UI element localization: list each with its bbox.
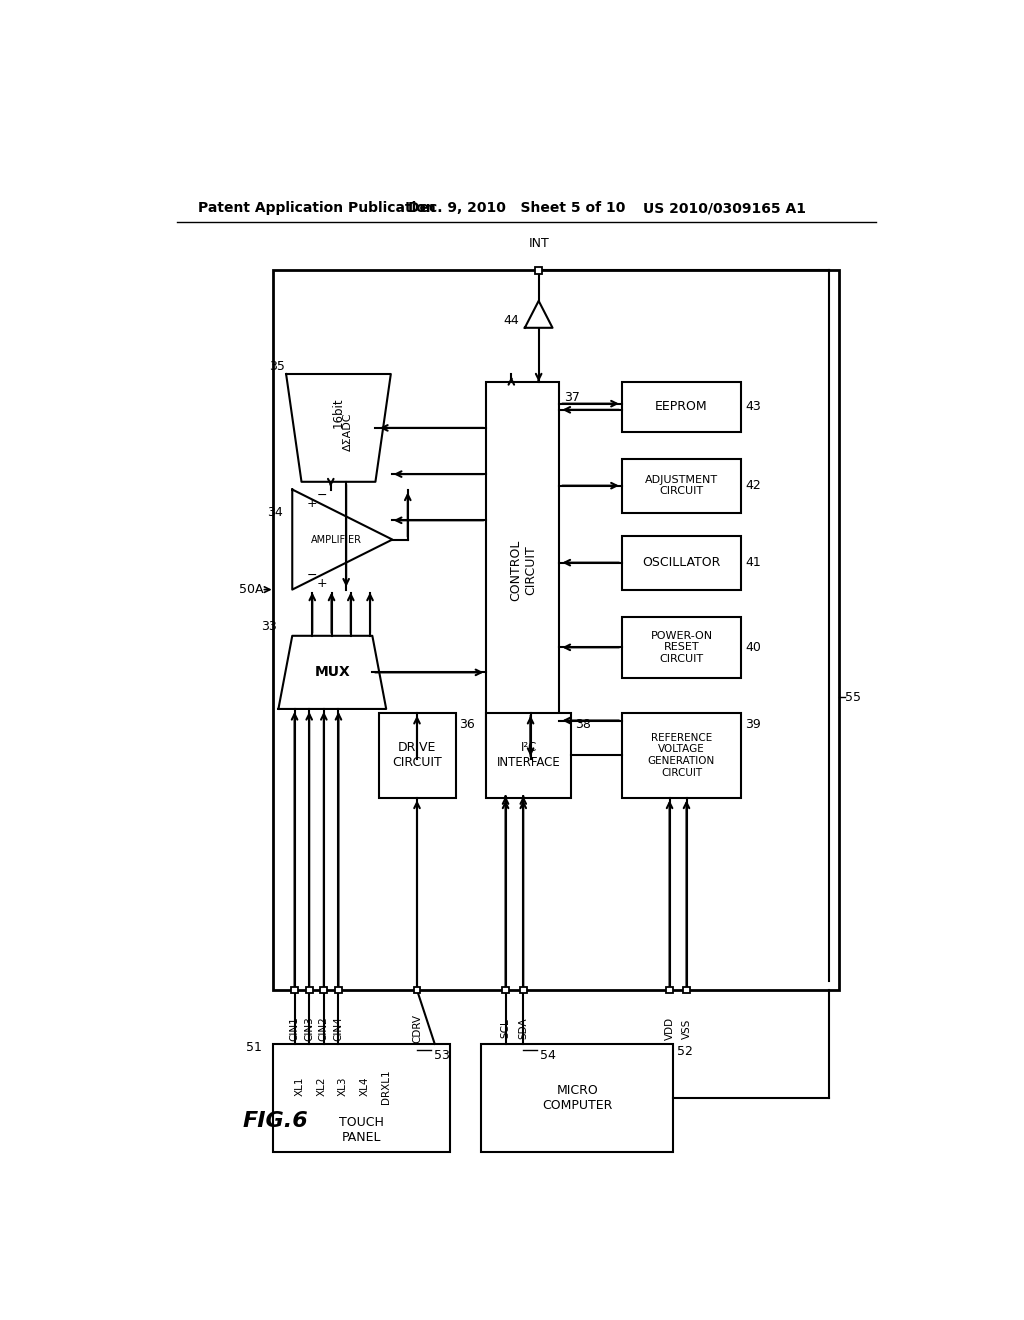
Text: CIN1: CIN1 xyxy=(290,1016,300,1041)
Text: 53: 53 xyxy=(434,1049,450,1063)
Text: 52: 52 xyxy=(677,1045,693,1059)
Polygon shape xyxy=(292,490,392,590)
Text: 34: 34 xyxy=(267,506,283,519)
Text: AMPLIFIER: AMPLIFIER xyxy=(311,535,362,545)
Bar xyxy=(502,986,509,994)
Bar xyxy=(379,713,456,797)
Text: MICRO
COMPUTER: MICRO COMPUTER xyxy=(542,1084,612,1111)
Text: 44: 44 xyxy=(504,314,519,326)
Text: Dec. 9, 2010   Sheet 5 of 10: Dec. 9, 2010 Sheet 5 of 10 xyxy=(408,202,625,215)
Text: VDD: VDD xyxy=(665,1016,675,1040)
Text: 16bit: 16bit xyxy=(332,397,345,428)
Polygon shape xyxy=(279,636,386,709)
Text: I²C
INTERFACE: I²C INTERFACE xyxy=(497,741,560,770)
Text: DRXL1: DRXL1 xyxy=(381,1069,391,1104)
Text: 41: 41 xyxy=(745,556,761,569)
Bar xyxy=(486,381,559,759)
Text: 40: 40 xyxy=(745,640,761,653)
Text: DRIVE
CIRCUIT: DRIVE CIRCUIT xyxy=(392,741,442,770)
Text: TOUCH
PANEL: TOUCH PANEL xyxy=(339,1117,384,1144)
Text: 51: 51 xyxy=(246,1041,261,1055)
Text: XL4: XL4 xyxy=(359,1077,370,1096)
Text: SDA: SDA xyxy=(518,1018,528,1039)
Text: 33: 33 xyxy=(261,620,278,634)
Polygon shape xyxy=(286,374,391,482)
Text: CIN2: CIN2 xyxy=(318,1016,329,1041)
Text: CONTROL
CIRCUIT: CONTROL CIRCUIT xyxy=(509,540,537,601)
Text: POWER-ON
RESET
CIRCUIT: POWER-ON RESET CIRCUIT xyxy=(650,631,713,664)
Text: 38: 38 xyxy=(574,718,591,731)
Text: XL2: XL2 xyxy=(316,1077,327,1096)
Bar xyxy=(520,986,526,994)
Text: 55: 55 xyxy=(845,690,861,704)
Text: −: − xyxy=(306,569,316,582)
Bar xyxy=(273,1044,451,1151)
Text: +: + xyxy=(306,496,316,510)
Text: −: − xyxy=(316,490,327,502)
Text: ΔΣADC: ΔΣADC xyxy=(343,412,352,451)
Text: 35: 35 xyxy=(268,360,285,372)
Text: 42: 42 xyxy=(745,479,761,492)
Text: CIN3: CIN3 xyxy=(304,1016,314,1041)
Text: US 2010/0309165 A1: US 2010/0309165 A1 xyxy=(643,202,806,215)
Text: 54: 54 xyxy=(541,1049,556,1063)
Text: 39: 39 xyxy=(745,718,761,731)
Bar xyxy=(622,459,741,512)
Bar xyxy=(335,986,342,994)
Text: VSS: VSS xyxy=(682,1018,691,1039)
Text: REFERENCE
VOLTAGE
GENERATION
CIRCUIT: REFERENCE VOLTAGE GENERATION CIRCUIT xyxy=(648,733,715,777)
Text: MUX: MUX xyxy=(314,665,350,680)
Bar xyxy=(273,271,839,990)
Text: INT: INT xyxy=(528,236,549,249)
Text: FIG.6: FIG.6 xyxy=(243,1111,308,1131)
Text: ADJUSTMENT
CIRCUIT: ADJUSTMENT CIRCUIT xyxy=(645,475,718,496)
Bar xyxy=(486,713,571,797)
Bar xyxy=(666,986,673,994)
Text: EEPROM: EEPROM xyxy=(655,400,708,413)
Bar xyxy=(291,986,298,994)
Bar xyxy=(414,986,421,994)
Text: SCL: SCL xyxy=(501,1019,511,1039)
Bar xyxy=(622,381,741,432)
Text: 36: 36 xyxy=(460,718,475,731)
Bar xyxy=(306,986,312,994)
Text: CIN4: CIN4 xyxy=(334,1016,343,1041)
Text: 37: 37 xyxy=(564,391,580,404)
Bar xyxy=(622,536,741,590)
Text: +: + xyxy=(316,577,327,590)
Text: OSCILLATOR: OSCILLATOR xyxy=(642,556,721,569)
Text: 43: 43 xyxy=(745,400,761,413)
Text: 50A: 50A xyxy=(239,583,263,597)
Bar xyxy=(536,267,542,273)
Bar xyxy=(683,986,690,994)
Text: XL1: XL1 xyxy=(295,1077,305,1096)
Text: XL3: XL3 xyxy=(338,1077,348,1096)
Text: CDRV: CDRV xyxy=(412,1014,422,1043)
Polygon shape xyxy=(524,301,553,327)
Bar xyxy=(622,616,741,678)
Bar xyxy=(481,1044,674,1151)
Bar xyxy=(321,986,328,994)
Bar xyxy=(622,713,741,797)
Text: Patent Application Publication: Patent Application Publication xyxy=(199,202,436,215)
